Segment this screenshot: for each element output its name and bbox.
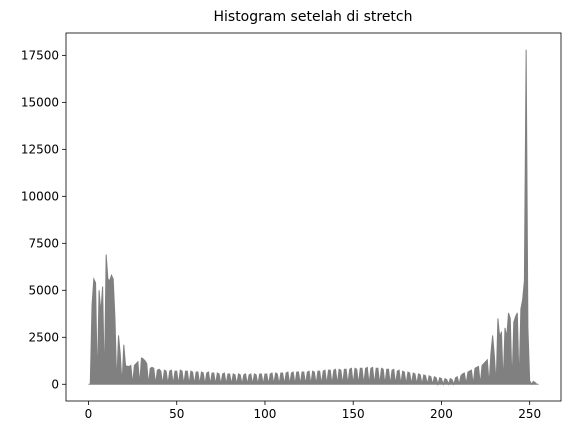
y-tick-label: 5000 xyxy=(28,283,59,297)
y-tick-label: 7500 xyxy=(28,236,59,250)
y-tick-label: 15000 xyxy=(21,95,59,109)
y-tick-label: 12500 xyxy=(21,142,59,156)
x-tick-label: 250 xyxy=(518,407,541,421)
histogram-area xyxy=(88,49,539,387)
chart-title: Histogram setelah di stretch xyxy=(213,9,412,25)
x-tick-label: 150 xyxy=(342,407,365,421)
y-tick-label: 2500 xyxy=(28,330,59,344)
x-tick-label: 200 xyxy=(430,407,453,421)
x-tick-label: 0 xyxy=(85,407,93,421)
x-tick-label: 50 xyxy=(169,407,184,421)
y-tick-label: 17500 xyxy=(21,48,59,62)
x-tick-label: 100 xyxy=(254,407,277,421)
y-tick-label: 0 xyxy=(51,377,59,391)
y-tick-label: 10000 xyxy=(21,189,59,203)
axes-frame xyxy=(65,32,562,402)
